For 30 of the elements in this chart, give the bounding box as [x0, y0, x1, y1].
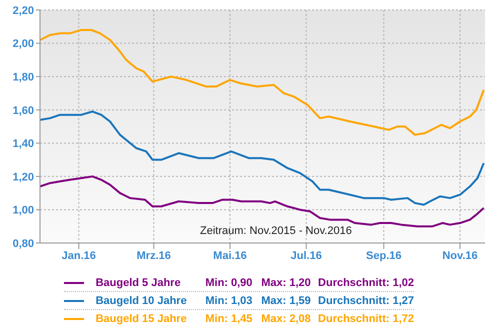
line-series [40, 110, 485, 206]
x-tick-label: Jul.16 [290, 250, 322, 262]
y-tick-label: 1,00 [12, 204, 34, 217]
legend-label: Baugeld 10 Jahre [96, 294, 188, 306]
x-tick-label: Sep.16 [366, 250, 402, 262]
text: Max: 1,59 [261, 294, 312, 306]
text: Min: 0,90 [205, 276, 254, 288]
x-tick-label: Nov.16 [442, 250, 478, 262]
y-tick-label: 0,80 [12, 238, 34, 250]
x-tick-label: Mai.16 [213, 250, 247, 262]
legend-label: Baugeld 15 Jahre [96, 312, 188, 324]
annotation: Zeitraum: Nov.2015 - Nov.2016 [200, 225, 352, 237]
y-tick-label: 1,20 [12, 171, 34, 184]
text: Min: 1,45 [205, 312, 254, 324]
x-tick-label: Jan.16 [62, 250, 96, 262]
legend-label: Baugeld 5 Jahre [96, 276, 182, 288]
line-series [40, 175, 485, 228]
y-tick-label: 1,40 [12, 138, 34, 150]
text: Max: 2,08 [261, 312, 312, 324]
text: Max: 1,20 [261, 276, 312, 288]
y-tick-label: 1,80 [12, 71, 34, 84]
line-series [40, 28, 485, 136]
y-tick-label: 1,60 [12, 104, 34, 117]
text: Durchschnitt: 1,27 [318, 294, 414, 306]
y-tick-label: 2,20 [12, 4, 34, 17]
text: Min: 1,03 [205, 294, 254, 306]
text: Durchschnitt: 1,02 [318, 276, 414, 288]
y-tick-label: 2,00 [12, 38, 34, 50]
x-tick-label: Mrz.16 [136, 250, 171, 262]
text: Durchschnitt: 1,72 [318, 312, 414, 324]
